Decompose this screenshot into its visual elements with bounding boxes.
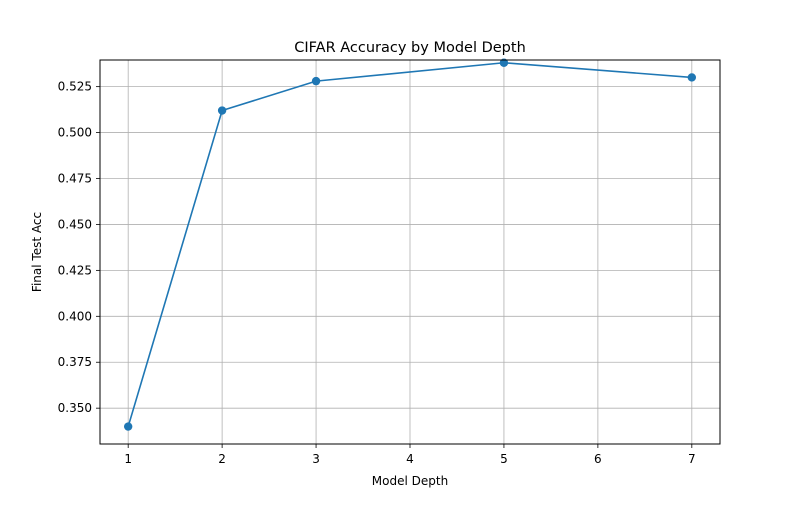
x-tick-label: 2 xyxy=(218,452,226,466)
y-tick-label: 0.475 xyxy=(58,172,92,186)
data-point xyxy=(687,73,697,82)
x-tick-label: 7 xyxy=(688,452,696,466)
axis-ticks: 1 2 3 4 5 6 7 0.350 0.375 0.400 0.425 0.450 0.475 0.5… xyxy=(58,80,696,466)
x-tick-label: 5 xyxy=(500,452,508,466)
x-tick-label: 3 xyxy=(312,452,320,466)
grid-lines xyxy=(100,60,720,444)
y-tick-label: 0.425 xyxy=(58,263,92,277)
x-axis-title: Model Depth xyxy=(372,474,448,488)
y-tick-label: 0.525 xyxy=(58,80,92,94)
x-tick-label: 1 xyxy=(124,452,132,466)
y-tick-label: 0.350 xyxy=(58,401,92,415)
y-tick-label: 0.375 xyxy=(58,355,92,369)
y-tick-label: 0.400 xyxy=(58,309,92,323)
data-point xyxy=(499,58,509,67)
chart-title: CIFAR Accuracy by Model Depth xyxy=(294,40,526,56)
data-point xyxy=(311,76,321,86)
y-axis-title: Final Test Acc xyxy=(30,212,44,292)
y-tick-label: 0.450 xyxy=(58,217,92,231)
x-tick-label: 4 xyxy=(406,452,414,466)
y-tick-label: 0.500 xyxy=(58,126,92,140)
data-point xyxy=(217,106,227,115)
x-tick-label: 6 xyxy=(594,452,602,466)
data-point xyxy=(123,422,133,431)
series-layer xyxy=(123,58,697,431)
